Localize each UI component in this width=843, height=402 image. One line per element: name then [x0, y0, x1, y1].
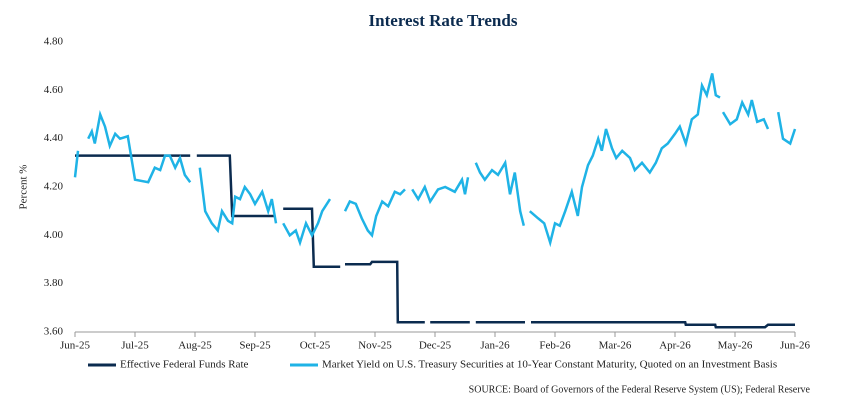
y-tick-label: 4.40 — [44, 132, 64, 144]
y-axis-label: Percent % — [18, 165, 30, 210]
source-note: SOURCE: Board of Governors of the Federa… — [469, 384, 811, 395]
x-tick-label: May-26 — [718, 340, 753, 352]
legend-label: Market Yield on U.S. Treasury Securities… — [322, 359, 777, 371]
x-tick-label: Mar-26 — [599, 340, 632, 352]
x-tick-label: Jun-26 — [780, 340, 810, 352]
x-tick-label: Jun-25 — [60, 340, 90, 352]
y-tick-label: 4.20 — [44, 181, 64, 193]
x-tick-label: Nov-25 — [358, 340, 392, 352]
y-tick-label: 3.80 — [44, 277, 64, 289]
x-tick-label: Dec-25 — [419, 340, 452, 352]
series-line — [73, 73, 797, 248]
x-tick-label: Oct-25 — [300, 340, 331, 352]
x-tick-label: Aug-25 — [178, 340, 212, 352]
y-tick-label: 4.00 — [44, 229, 64, 241]
series-line — [75, 154, 795, 329]
y-tick-label: 4.60 — [44, 84, 64, 96]
x-tick-label: Jan-26 — [480, 340, 510, 352]
x-tick-label: Sep-25 — [239, 340, 271, 352]
x-tick-label: Feb-26 — [539, 340, 571, 352]
chart-title: Interest Rate Trends — [369, 11, 518, 30]
x-tick-label: Apr-26 — [659, 340, 691, 352]
legend-label: Effective Federal Funds Rate — [120, 359, 249, 371]
y-tick-label: 3.60 — [44, 326, 64, 338]
x-tick-label: Jul-25 — [121, 340, 149, 352]
y-tick-label: 4.80 — [44, 36, 64, 48]
